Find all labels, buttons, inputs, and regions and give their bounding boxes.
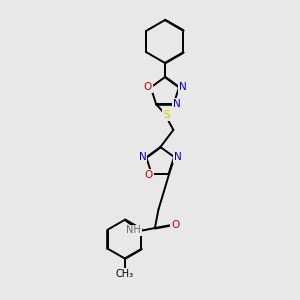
Text: N: N [179, 82, 186, 92]
Text: O: O [171, 220, 179, 230]
Text: NH: NH [126, 225, 141, 236]
Text: N: N [173, 99, 180, 109]
Text: O: O [144, 82, 152, 92]
Text: S: S [163, 110, 169, 120]
Text: N: N [139, 152, 147, 162]
Text: N: N [174, 152, 182, 162]
Text: CH₃: CH₃ [116, 269, 134, 279]
Text: O: O [145, 169, 153, 179]
